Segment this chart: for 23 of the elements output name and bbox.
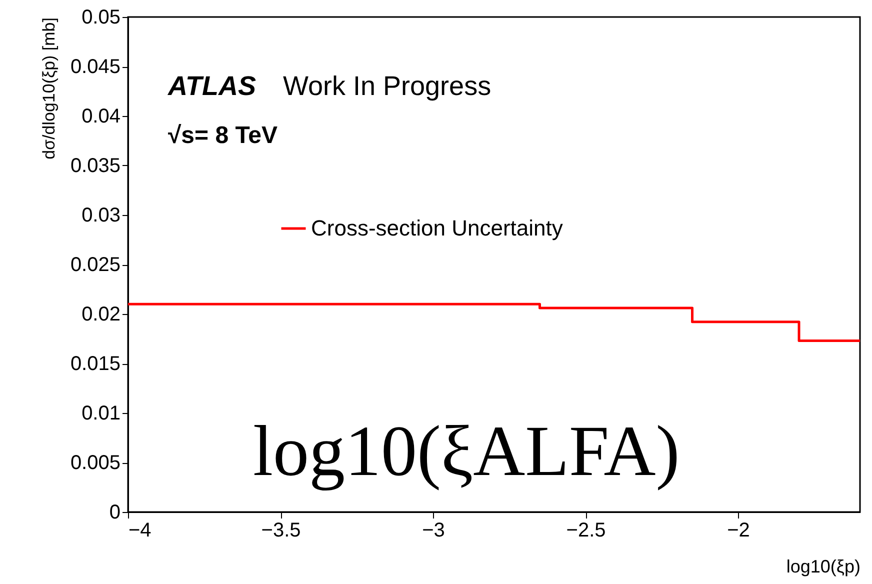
y-tick-label: 0.02 <box>82 304 120 326</box>
x-tick-label: −2.5 <box>566 520 606 542</box>
x-tick-label: −2 <box>727 520 750 542</box>
annotation: log10(ξALFA) <box>253 411 680 491</box>
y-tick-label: 0.025 <box>70 254 120 276</box>
annotation: ATLAS <box>167 71 256 101</box>
annotation: √s= 8 TeV <box>168 122 278 149</box>
x-axis-title: log10(ξp) <box>786 556 860 576</box>
legend-label: Cross-section Uncertainty <box>311 216 563 240</box>
annotation: Work In Progress <box>283 71 492 101</box>
y-tick-label: 0.05 <box>82 6 120 28</box>
y-tick-label: 0.015 <box>70 353 120 375</box>
y-tick-label: 0.035 <box>70 155 120 177</box>
y-tick-label: 0.045 <box>70 56 120 78</box>
y-tick-label: 0.03 <box>82 204 120 226</box>
y-tick-label: 0.04 <box>82 106 120 128</box>
y-tick-label: 0.005 <box>70 452 120 474</box>
x-tick-label: −3.5 <box>261 520 301 542</box>
y-tick-label: 0.01 <box>82 402 120 424</box>
y-axis-title: dσ/dlog10(ξp) [mb] <box>39 18 58 160</box>
x-tick-label: −3 <box>422 520 445 542</box>
y-tick-label: 0 <box>109 502 120 524</box>
x-tick-label: −4 <box>128 520 152 542</box>
